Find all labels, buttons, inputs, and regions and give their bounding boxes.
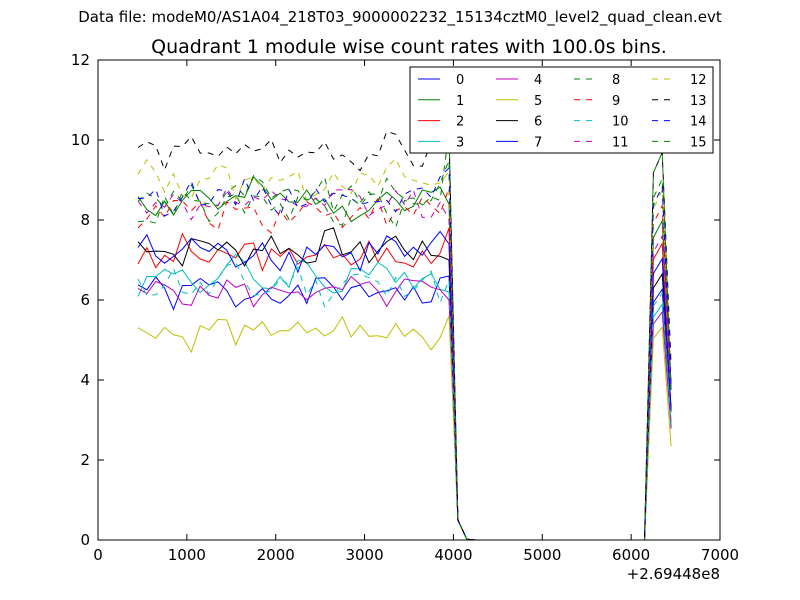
legend-label-5: 5	[534, 94, 542, 109]
legend-box	[409, 66, 714, 154]
legend-label-2: 2	[456, 115, 464, 130]
legend-label-7: 7	[534, 135, 542, 150]
legend-label-6: 6	[534, 115, 542, 130]
x-tick-label: 5000	[523, 546, 561, 564]
series-line-13	[137, 130, 672, 541]
series-line-6	[137, 227, 672, 541]
series-line-3	[137, 253, 672, 541]
x-tick-label: 7000	[701, 546, 739, 564]
series-line-4	[137, 275, 672, 541]
y-tick-label: 2	[80, 451, 90, 469]
legend-label-10: 10	[612, 115, 629, 130]
legend-label-0: 0	[456, 73, 464, 88]
y-tick-label: 6	[80, 291, 90, 309]
y-tick-label: 10	[71, 131, 90, 149]
legend-label-3: 3	[456, 135, 464, 150]
series-line-1	[137, 175, 672, 541]
series-lines	[137, 130, 672, 541]
x-tick-label: 0	[93, 546, 103, 564]
data-file-caption: Data file: modeM0/AS1A04_218T03_90000022…	[78, 8, 722, 26]
series-line-7	[137, 230, 672, 541]
legend-label-13: 13	[690, 94, 707, 109]
x-tick-label: 3000	[345, 546, 383, 564]
x-tick-label: 4000	[434, 546, 472, 564]
x-tick-label: 1000	[168, 546, 206, 564]
legend-label-12: 12	[690, 73, 707, 88]
series-line-9	[137, 187, 672, 541]
legend-label-11: 11	[612, 135, 629, 150]
legend-label-8: 8	[612, 73, 620, 88]
y-tick-label: 12	[71, 51, 90, 69]
series-line-8	[137, 159, 672, 541]
legend-label-9: 9	[612, 94, 620, 109]
y-tick-label: 8	[80, 211, 90, 229]
legend-label-14: 14	[690, 115, 707, 130]
series-line-12	[137, 157, 672, 541]
x-offset-label: +2.69448e8	[627, 565, 720, 583]
legend-label-4: 4	[534, 73, 542, 88]
series-line-10	[137, 261, 672, 541]
series-line-2	[137, 227, 672, 541]
y-tick-label: 0	[80, 531, 90, 549]
legend-label-1: 1	[456, 94, 464, 109]
x-tick-label: 2000	[257, 546, 295, 564]
x-tick-label: 6000	[612, 546, 650, 564]
series-line-14	[137, 166, 672, 541]
y-tick-label: 4	[80, 371, 90, 389]
legend-label-15: 15	[690, 135, 707, 150]
chart-title: Quadrant 1 module wise count rates with …	[151, 36, 667, 58]
series-line-0	[137, 275, 672, 541]
series-line-5	[137, 315, 672, 541]
series-line-11	[137, 187, 672, 541]
